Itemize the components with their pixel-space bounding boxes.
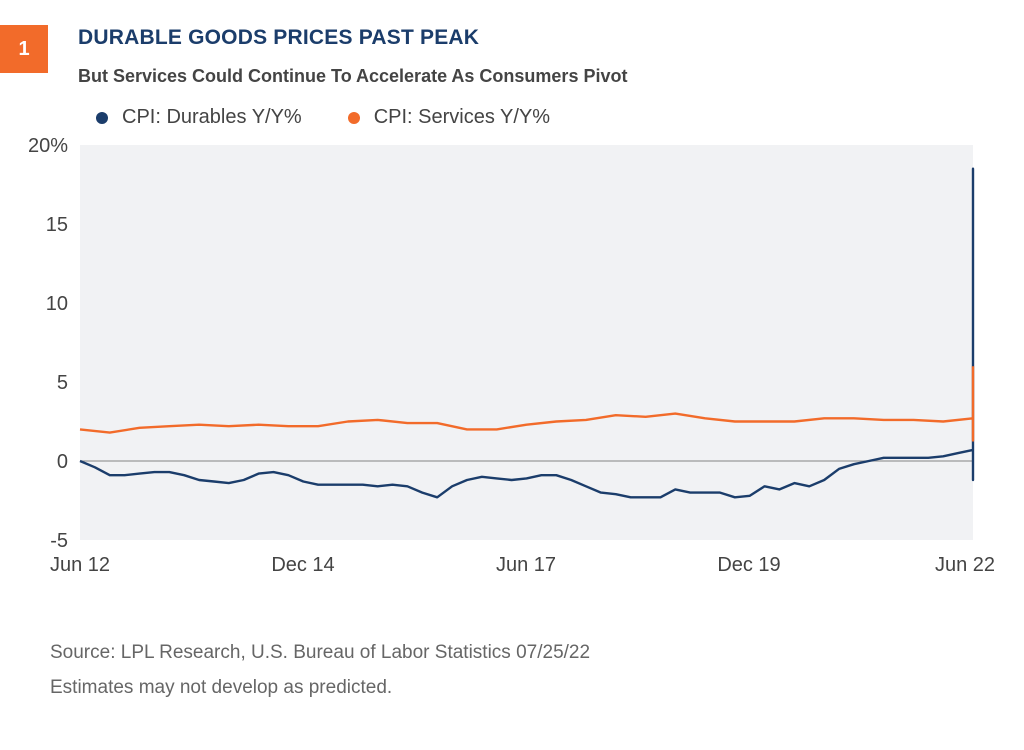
y-tick-label: 15	[46, 214, 68, 236]
y-tick-label: 20%	[28, 135, 68, 157]
plot-area	[80, 145, 973, 540]
legend-label-services: CPI: Services Y/Y%	[373, 106, 551, 128]
x-tick-label: Dec 14	[271, 554, 334, 576]
legend-item-services: CPI: Services Y/Y%	[347, 106, 551, 129]
y-tick-label: 5	[57, 372, 68, 394]
disclaimer-note: Estimates may not develop as predicted.	[50, 677, 393, 698]
legend-label-durables: CPI: Durables Y/Y%	[122, 106, 302, 128]
y-tick-label: -5	[50, 530, 68, 552]
x-tick-label: Jun 12	[50, 554, 110, 576]
chart-title: DURABLE GOODS PRICES PAST PEAK	[78, 26, 480, 49]
y-tick-label: 10	[46, 293, 68, 315]
y-tick-label: 0	[57, 451, 68, 473]
chart-number-badge: 1	[0, 25, 48, 73]
chart-legend: CPI: Durables Y/Y% CPI: Services Y/Y%	[96, 106, 550, 129]
x-tick-label: Dec 19	[717, 554, 780, 576]
legend-marker-durables	[96, 111, 108, 124]
legend-marker-services	[347, 111, 360, 124]
series-line-services	[79, 366, 975, 442]
legend-item-durables: CPI: Durables Y/Y%	[96, 106, 302, 129]
x-tick-label: Jun 17	[496, 554, 556, 576]
chart-subtitle: But Services Could Continue To Accelerat…	[78, 66, 628, 86]
source-note: Source: LPL Research, U.S. Bureau of Lab…	[50, 642, 591, 663]
x-tick-label: Jun 22	[935, 554, 995, 576]
